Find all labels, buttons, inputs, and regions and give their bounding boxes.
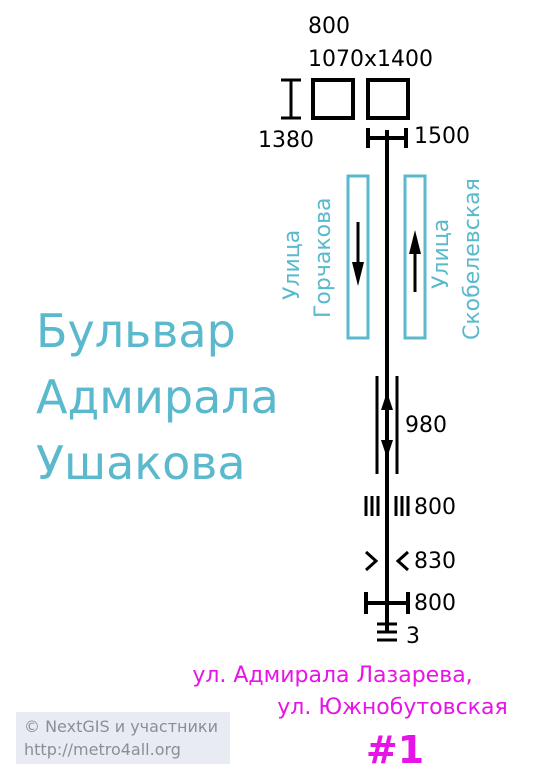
steps-icon — [377, 622, 397, 642]
passage-icon — [375, 376, 399, 474]
narrowing-width-label: 830 — [414, 549, 456, 574]
credit-box: © NextGIS и участники http://metro4all.o… — [16, 712, 230, 764]
barrier-width-label: 800 — [414, 591, 456, 616]
street-right-line1: Улица — [429, 218, 454, 289]
exit-street-line1: ул. Адмирала Лазарева, — [192, 663, 473, 688]
street-box-left — [346, 174, 370, 340]
street-left-line1: Улица — [280, 229, 305, 300]
station-name-line3: Ушакова — [36, 436, 246, 490]
arrow-down-icon — [352, 222, 364, 286]
exit-number: #1 — [365, 728, 425, 772]
door-size-label: 1070x1400 — [308, 47, 433, 72]
steps-count-label: 3 — [406, 624, 420, 649]
arrow-up-icon — [409, 230, 421, 292]
street-box-right — [403, 174, 427, 340]
stairs-width-label: 800 — [414, 495, 456, 520]
narrowing-icon — [364, 550, 410, 572]
barrier-icon — [364, 592, 410, 614]
credit-line1: © NextGIS и участники — [24, 717, 218, 736]
station-name-line1: Бульвар — [36, 304, 236, 358]
credit-link[interactable]: http://metro4all.org — [24, 740, 181, 759]
gate-icon — [366, 128, 408, 148]
station-name-line2: Адмирала — [36, 370, 279, 424]
door-size-icon — [366, 78, 410, 120]
street-right-line2: Скобелевская — [460, 178, 485, 340]
exit-street-line2: ул. Южнобутовская — [277, 695, 508, 720]
stairs-icon — [364, 496, 410, 516]
door-width-label: 800 — [308, 14, 350, 39]
door-icon — [311, 78, 355, 120]
passage-width-label: 980 — [405, 413, 447, 438]
street-left-line2: Горчакова — [311, 197, 336, 318]
turnstile-icon — [281, 78, 301, 120]
turnstile-width-label: 1380 — [258, 128, 314, 153]
gate-width-label: 1500 — [414, 124, 470, 149]
